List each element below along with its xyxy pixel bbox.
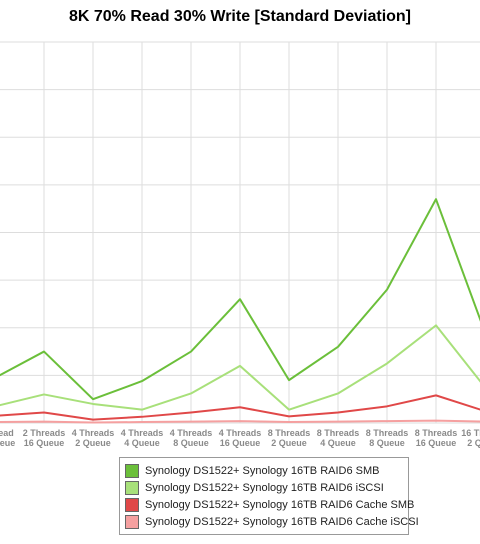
legend-swatch bbox=[125, 514, 139, 529]
x-tick-label: 8 Threads 4 Queue bbox=[317, 428, 360, 448]
x-tick-label: 4 Threads 4 Queue bbox=[121, 428, 164, 448]
x-tick-label: 8 Threads 16 Queue bbox=[415, 428, 458, 448]
x-tick-label: 4 Threads 2 Queue bbox=[72, 428, 115, 448]
series-line bbox=[0, 419, 480, 424]
legend-item[interactable]: Synology DS1522+ Synology 16TB RAID6 Cac… bbox=[125, 496, 414, 513]
series-line bbox=[0, 198, 480, 401]
series-line bbox=[0, 394, 480, 421]
legend-label: Synology DS1522+ Synology 16TB RAID6 SMB bbox=[145, 464, 380, 477]
x-tick-label: 1 Thread16 Queue bbox=[0, 428, 15, 448]
series-line bbox=[0, 324, 480, 411]
legend-item[interactable]: Synology DS1522+ Synology 16TB RAID6 iSC… bbox=[125, 479, 403, 496]
legend-swatch bbox=[125, 463, 139, 478]
legend-label: Synology DS1522+ Synology 16TB RAID6 iSC… bbox=[145, 481, 384, 494]
legend-label: Synology DS1522+ Synology 16TB RAID6 Cac… bbox=[145, 498, 415, 511]
grid bbox=[0, 41, 480, 424]
x-tick-label: 4 Threads 16 Queue bbox=[219, 428, 262, 448]
legend-swatch bbox=[125, 480, 139, 495]
legend-item[interactable]: Synology DS1522+ Synology 16TB RAID6 SMB bbox=[125, 462, 403, 479]
series-lines bbox=[0, 198, 480, 424]
legend-label: Synology DS1522+ Synology 16TB RAID6 Cac… bbox=[145, 515, 419, 528]
chart-title: 8K 70% Read 30% Write [Standard Deviatio… bbox=[68, 8, 412, 25]
x-tick-label: 4 Threads 8 Queue bbox=[170, 428, 213, 448]
x-tick-label: 8 Threads 2 Queue bbox=[268, 428, 311, 448]
legend-item[interactable]: Synology DS1522+ Synology 16TB RAID6 Cac… bbox=[125, 513, 419, 530]
x-tick-label: 2 Threads 16 Queue bbox=[23, 428, 66, 448]
x-tick-label: 8 Threads 8 Queue bbox=[366, 428, 409, 448]
legend: Synology DS1522+ Synology 16TB RAID6 SMB… bbox=[119, 457, 419, 535]
legend-swatch bbox=[125, 497, 139, 512]
